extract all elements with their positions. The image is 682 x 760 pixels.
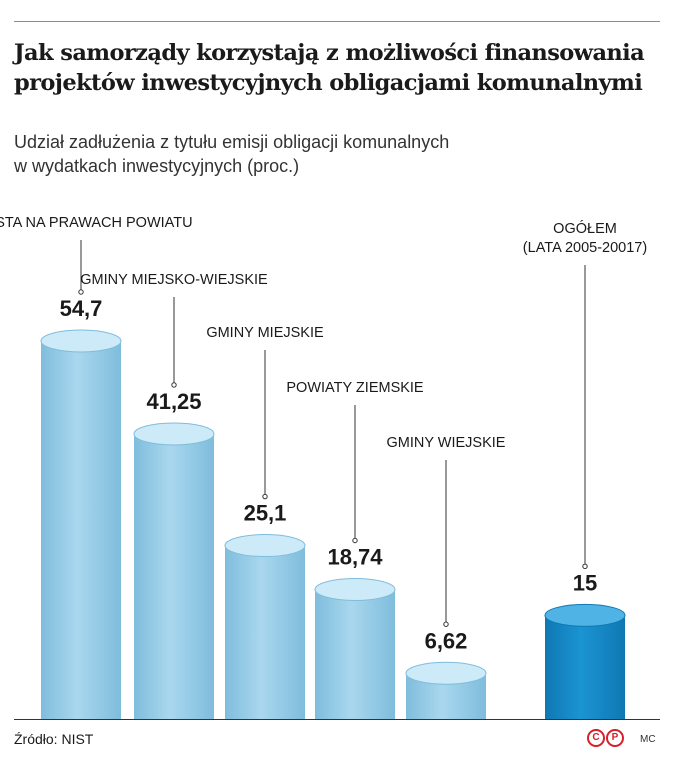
bar-top xyxy=(40,329,122,353)
bar-top xyxy=(544,603,626,627)
bar xyxy=(41,341,121,719)
category-label-line: OGÓŁEM xyxy=(553,220,617,237)
leader-dot xyxy=(582,563,588,570)
source-note: Źródło: NIST xyxy=(14,731,94,747)
leader-dot xyxy=(352,537,358,544)
bar-top xyxy=(314,577,396,601)
category-label-line: GMINY MIEJSKIE xyxy=(206,325,324,341)
value-label: 6,62 xyxy=(425,628,468,653)
chart-subtitle-line-1: Udział zadłużenia z tytułu emisji obliga… xyxy=(14,132,450,152)
category-label-line: GMINY MIEJSKO-WIEJSKIE xyxy=(80,272,268,288)
bar xyxy=(545,615,625,719)
publisher-logo: C P xyxy=(587,729,624,747)
value-label: 25,1 xyxy=(244,501,287,526)
bar-top xyxy=(405,661,487,685)
category-label: POWIATY ZIEMSKIE xyxy=(286,380,424,396)
leader-dot xyxy=(443,621,449,627)
category-label-line: GMINY WIEJSKIE xyxy=(387,435,506,451)
bar xyxy=(134,433,214,719)
top-rule xyxy=(14,21,660,22)
publisher-logo-p: P xyxy=(606,729,624,747)
value-label: 15 xyxy=(573,570,597,595)
leader-dot xyxy=(78,289,84,295)
chart-title: Jak samorządy korzystają z możliwości fi… xyxy=(14,38,674,98)
publisher-logo-c: C xyxy=(587,729,605,747)
value-label: 18,74 xyxy=(327,544,383,569)
chart-title-line-2: projektów inwestycyjnych obligacjami kom… xyxy=(14,70,643,96)
chart-subtitle-line-2: w wydatkach inwestycyjnych (proc.) xyxy=(14,156,300,176)
bar xyxy=(406,673,486,719)
category-label: GMINY MIEJSKIE xyxy=(206,325,324,341)
leader-dot xyxy=(171,382,177,388)
bar-top xyxy=(133,422,215,446)
bar-top xyxy=(224,534,306,558)
category-label: MIASTA NA PRAWACH POWIATU xyxy=(0,215,193,231)
author-initials: MC xyxy=(640,734,656,745)
chart-subtitle: Udział zadłużenia z tytułu emisji obliga… xyxy=(14,130,654,178)
bar xyxy=(225,545,305,719)
category-label: GMINY MIEJSKO-WIEJSKIE xyxy=(80,272,268,288)
category-label: GMINY WIEJSKIE xyxy=(387,435,506,451)
chart-title-line-1: Jak samorządy korzystają z możliwości fi… xyxy=(14,40,645,66)
value-label: 54,7 xyxy=(60,296,103,321)
category-label-line: POWIATY ZIEMSKIE xyxy=(286,380,424,396)
category-label-line: MIASTA NA PRAWACH POWIATU xyxy=(0,215,193,231)
bar xyxy=(315,589,395,719)
category-label-line: (LATA 2005-20017) xyxy=(523,240,647,256)
leader-dot xyxy=(262,493,268,500)
category-label: OGÓŁEM (LATA 2005-20017) xyxy=(523,220,647,256)
value-label: 41,25 xyxy=(146,389,201,414)
